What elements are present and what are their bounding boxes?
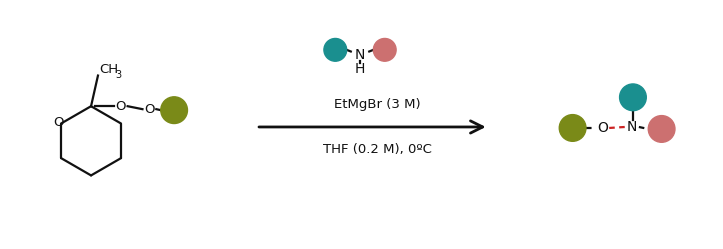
Circle shape — [620, 84, 646, 111]
Circle shape — [373, 39, 396, 61]
Text: CH: CH — [99, 62, 118, 75]
Text: N: N — [355, 48, 365, 62]
Circle shape — [324, 39, 346, 61]
Text: N: N — [627, 120, 637, 134]
Text: EtMgBr (3 M): EtMgBr (3 M) — [334, 98, 421, 111]
Circle shape — [560, 115, 586, 141]
Text: O: O — [116, 100, 126, 113]
Text: 3: 3 — [115, 69, 121, 79]
Text: H: H — [355, 62, 365, 76]
Text: O: O — [53, 116, 64, 129]
Circle shape — [649, 116, 675, 142]
Text: O: O — [144, 103, 155, 116]
Circle shape — [161, 97, 187, 124]
Text: O: O — [597, 121, 608, 135]
Text: THF (0.2 M), 0ºC: THF (0.2 M), 0ºC — [323, 143, 432, 156]
